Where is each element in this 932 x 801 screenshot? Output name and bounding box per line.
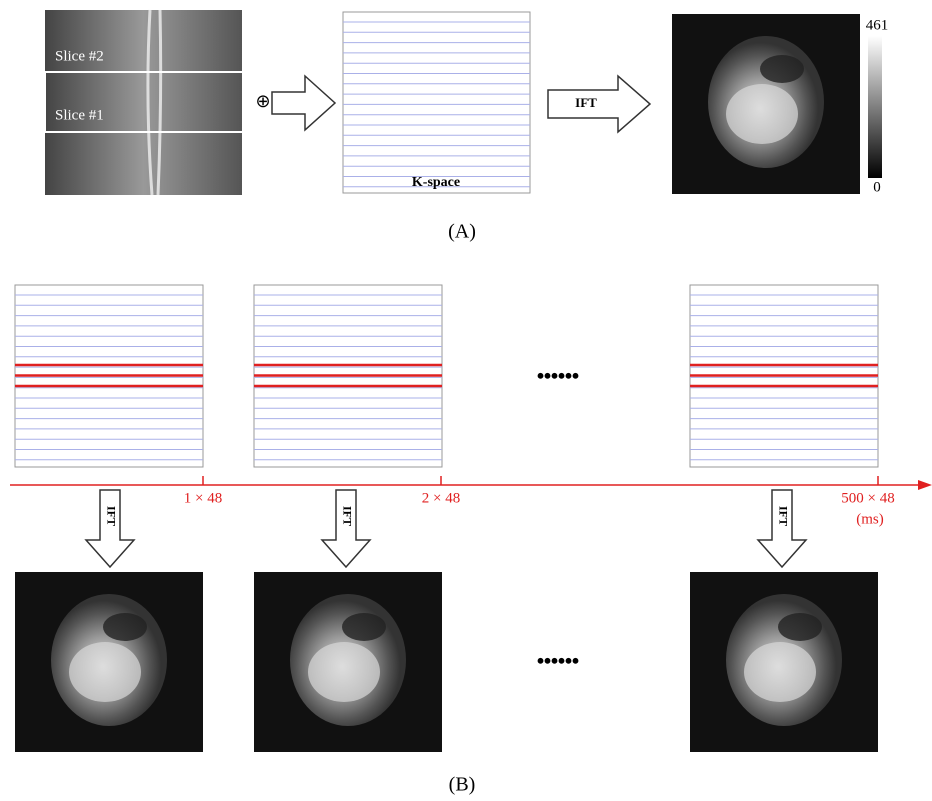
diagram: Slice #2 Slice #1 ⊕ K-space IFT 461 0 (A… xyxy=(10,10,932,796)
ift-label: IFT xyxy=(104,506,118,526)
arrow xyxy=(86,490,134,567)
slice-label: Slice #1 xyxy=(55,107,104,123)
colorbar xyxy=(868,36,882,178)
kspace xyxy=(343,12,530,193)
colorbar-min: 0 xyxy=(873,179,881,195)
ift-label: IFT xyxy=(575,95,597,110)
kspace-label: K-space xyxy=(412,175,460,190)
colorbar-max: 461 xyxy=(866,17,889,33)
time-label: 1 × 48 xyxy=(184,490,222,506)
time-label: 500 × 48 xyxy=(841,490,894,506)
mri-image xyxy=(254,572,442,752)
ift-label: IFT xyxy=(776,506,790,526)
ift-label: IFT xyxy=(340,506,354,526)
ellipsis: ...... xyxy=(536,631,579,671)
figure: Slice #2 Slice #1 ⊕ K-space IFT 461 0 (A… xyxy=(0,0,932,801)
ellipsis: ...... xyxy=(536,346,579,386)
caption: (A) xyxy=(448,221,476,243)
caption: (B) xyxy=(449,774,476,796)
kspace-series xyxy=(15,285,878,467)
arrow xyxy=(322,490,370,567)
mri-image xyxy=(690,572,878,752)
sum-symbol: ⊕ xyxy=(255,91,270,111)
angiogram-image xyxy=(45,10,242,195)
mri-image xyxy=(672,14,860,194)
slice-label: Slice #2 xyxy=(55,48,104,64)
time-arrowhead xyxy=(918,480,932,490)
time-ticks xyxy=(203,476,878,485)
time-label: 2 × 48 xyxy=(422,490,460,506)
mri-image xyxy=(15,572,203,752)
arrow xyxy=(272,76,335,130)
arrow xyxy=(758,490,806,567)
time-unit: (ms) xyxy=(856,511,884,527)
arrow xyxy=(548,76,650,132)
